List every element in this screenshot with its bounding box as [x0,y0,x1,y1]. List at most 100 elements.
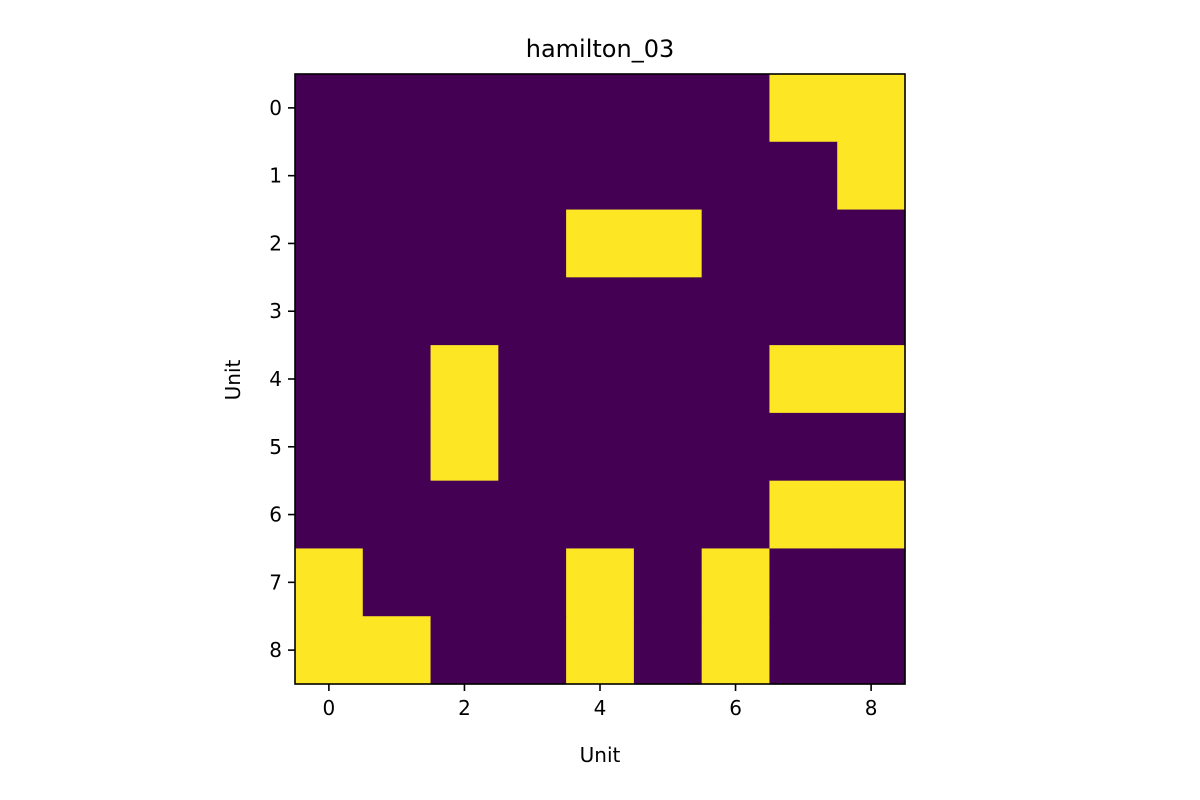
heatmap-cell [498,141,567,211]
heatmap-cell [566,480,635,550]
x-tick-label: 4 [594,696,607,720]
heatmap-cell [430,548,499,617]
heatmap-cell [498,480,567,550]
heatmap-cell [701,345,771,414]
heatmap-cell [566,345,635,414]
heatmap-cell [362,209,432,278]
heatmap-cell [295,480,364,550]
heatmap-cell [362,277,432,346]
heatmap-cell [633,480,703,550]
heatmap-cell [295,209,364,278]
heatmap-cell [633,277,703,346]
heatmap-cell [498,74,567,143]
heatmap-cell [295,277,364,346]
heatmap-cell [362,345,432,414]
heatmap-cell [295,74,364,143]
heatmap-cell [769,480,838,550]
heatmap-cell [430,480,499,550]
y-tick-label: 0 [269,96,282,120]
y-tick-label: 8 [269,638,282,662]
heatmap-cells [295,74,906,685]
x-tick-label: 0 [323,696,336,720]
heatmap-cell [769,209,838,278]
chart-title: hamilton_03 [526,35,674,63]
heatmap-cell [498,345,567,414]
heatmap-cell [566,74,635,143]
y-axis-label: Unit [221,359,245,400]
heatmap-cell [701,616,771,685]
heatmap-cell [837,345,906,414]
heatmap-cell [769,74,838,143]
heatmap-cell [362,616,432,685]
heatmap-cell [295,141,364,211]
heatmap-cell [701,412,771,482]
heatmap-cell [498,548,567,617]
heatmap-cell [430,74,499,143]
heatmap-cell [769,616,838,685]
heatmap-cell [430,345,499,414]
heatmap-cell [295,412,364,482]
heatmap-cell [295,548,364,617]
heatmap-cell [837,277,906,346]
heatmap-cell [769,277,838,346]
heatmap-cell [633,412,703,482]
heatmap-cell [295,616,364,685]
heatmap-cell [837,209,906,278]
heatmap-cell [701,480,771,550]
heatmap-cell [701,141,771,211]
heatmap-cell [769,141,838,211]
y-tick-label: 5 [269,435,282,459]
y-tick-label: 7 [269,570,282,594]
heatmap-cell [430,209,499,278]
y-tick-label: 1 [269,164,282,188]
heatmap-cell [430,412,499,482]
x-axis-ticks: 0 2 4 6 8 [323,684,878,720]
heatmap-cell [837,141,906,211]
heatmap-cell [837,74,906,143]
heatmap-cell [362,74,432,143]
heatmap-cell [837,616,906,685]
y-tick-label: 6 [269,503,282,527]
heatmap-cell [701,548,771,617]
heatmap-cell [362,480,432,550]
y-tick-label: 2 [269,231,282,255]
heatmap-cell [633,548,703,617]
x-axis-label: Unit [580,743,621,767]
heatmap-cell [837,412,906,482]
heatmap-cell [498,412,567,482]
heatmap-cell [362,141,432,211]
heatmap-cell [701,74,771,143]
heatmap-cell [498,616,567,685]
heatmap-cell [633,616,703,685]
y-tick-label: 3 [269,299,282,323]
heatmap-cell [837,480,906,550]
heatmap-cell [701,277,771,346]
heatmap-cell [498,209,567,278]
heatmap-cell [430,141,499,211]
heatmap-cell [566,277,635,346]
heatmap-cell [633,141,703,211]
heatmap-cell [498,277,567,346]
heatmap-cell [566,141,635,211]
heatmap-cell [566,412,635,482]
heatmap-cell [837,548,906,617]
heatmap-cell [430,277,499,346]
heatmap-cell [769,345,838,414]
heatmap-cell [566,209,635,278]
heatmap-cell [430,616,499,685]
x-tick-label: 6 [729,696,742,720]
heatmap-cell [633,345,703,414]
heatmap-cell [566,548,635,617]
x-tick-label: 2 [458,696,471,720]
y-tick-label: 4 [269,367,282,391]
heatmap-cell [362,412,432,482]
heatmap-cell [701,209,771,278]
y-axis-ticks: 0 1 2 3 4 5 6 7 8 [269,96,295,662]
x-tick-label: 8 [865,696,878,720]
heatmap-cell [633,74,703,143]
heatmap-cell [633,209,703,278]
heatmap-cell [566,616,635,685]
heatmap-cell [769,548,838,617]
heatmap-cell [362,548,432,617]
